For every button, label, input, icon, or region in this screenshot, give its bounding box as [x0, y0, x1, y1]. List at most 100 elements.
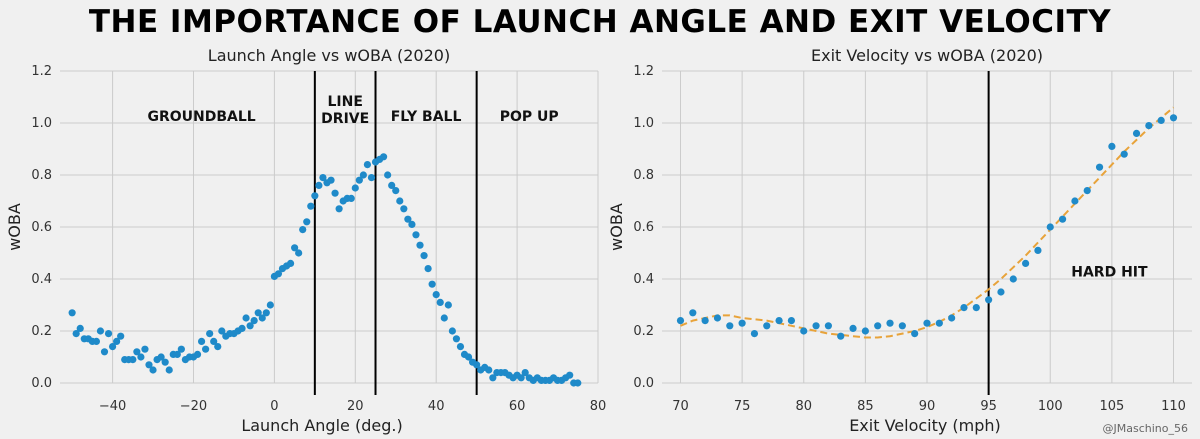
data-point: [262, 309, 270, 317]
data-point: [214, 343, 222, 351]
data-point: [331, 189, 339, 197]
data-point: [1071, 197, 1079, 205]
data-point: [404, 215, 412, 223]
data-point: [242, 314, 250, 322]
data-point: [129, 356, 137, 364]
y-tick-label: 0.6: [31, 220, 52, 235]
data-point: [787, 317, 796, 325]
data-point: [307, 202, 315, 210]
data-point: [274, 270, 283, 278]
data-point: [210, 337, 218, 345]
data-point: [355, 176, 363, 184]
y-tick-label: 0.2: [31, 324, 52, 339]
data-point: [286, 259, 295, 267]
data-point: [420, 252, 428, 260]
x-axis-label: Launch Angle (deg.): [241, 416, 402, 435]
data-point: [701, 317, 709, 325]
y-tick-label: 0.4: [633, 272, 654, 287]
data-point: [113, 337, 121, 345]
data-point: [997, 288, 1005, 296]
data-point: [100, 348, 109, 356]
x-tick-label: 105: [1099, 399, 1124, 414]
data-point: [775, 317, 783, 325]
data-point: [327, 176, 335, 184]
data-point: [351, 184, 359, 192]
data-point: [713, 314, 722, 322]
data-point: [149, 366, 157, 374]
x-tick-label: 20: [347, 399, 364, 414]
data-point: [388, 181, 396, 189]
data-point: [266, 301, 274, 309]
region-label: POP UP: [500, 109, 559, 125]
data-point: [157, 353, 165, 361]
data-point: [566, 371, 574, 379]
y-tick-label: 0.4: [31, 272, 52, 287]
data-point: [849, 324, 857, 332]
y-tick-label: 1.0: [633, 116, 654, 131]
data-point: [1132, 129, 1141, 137]
chart-title: Launch Angle vs wOBA (2020): [208, 46, 450, 65]
data-point: [299, 226, 307, 234]
data-point: [1108, 142, 1116, 150]
data-point: [1157, 116, 1165, 124]
x-tick-label: 90: [919, 399, 936, 414]
y-tick-label: 0.0: [31, 376, 52, 391]
data-point: [428, 280, 436, 288]
x-tick-label: 60: [509, 399, 526, 414]
data-point: [861, 327, 869, 335]
data-point: [1120, 150, 1128, 158]
data-point: [738, 319, 746, 327]
data-point: [295, 249, 303, 257]
x-tick-label: 0: [270, 399, 278, 414]
data-point: [444, 301, 452, 309]
y-tick-label: 1.2: [31, 64, 52, 79]
region-label: DRIVE: [321, 111, 369, 127]
y-tick-label: 0.2: [633, 324, 654, 339]
data-point: [452, 335, 461, 343]
data-point: [396, 197, 404, 205]
data-point: [408, 220, 416, 228]
y-axis-label: wOBA: [607, 203, 626, 251]
region-label: HARD HIT: [1071, 264, 1148, 280]
data-point: [250, 317, 258, 325]
data-point: [824, 322, 832, 330]
data-point: [676, 317, 685, 325]
data-point: [359, 171, 367, 179]
data-point: [380, 153, 388, 161]
data-point: [137, 353, 145, 361]
data-point: [72, 330, 80, 338]
data-point: [335, 205, 343, 213]
data-point: [1145, 122, 1153, 130]
x-axis-label: Exit Velocity (mph): [849, 416, 1001, 435]
data-point: [1022, 259, 1030, 267]
data-point: [206, 330, 214, 338]
data-point: [935, 319, 943, 327]
data-point: [456, 343, 465, 351]
data-point: [1009, 275, 1017, 283]
data-point: [193, 350, 202, 358]
data-point: [68, 309, 76, 317]
data-point: [161, 358, 169, 366]
data-point: [315, 181, 323, 189]
data-point: [238, 324, 246, 332]
data-point: [400, 205, 408, 213]
data-point: [218, 327, 226, 335]
data-point: [303, 218, 311, 226]
x-tick-label: 70: [672, 399, 689, 414]
data-point: [416, 241, 424, 249]
y-axis-label: wOBA: [5, 203, 24, 251]
data-point: [763, 322, 771, 330]
data-point: [254, 309, 262, 317]
data-point: [1169, 114, 1178, 122]
data-point: [311, 192, 319, 200]
data-point: [436, 298, 444, 306]
data-point: [960, 304, 968, 312]
data-point: [1095, 163, 1104, 171]
data-point: [574, 379, 582, 387]
data-point: [319, 174, 327, 182]
data-point: [874, 322, 882, 330]
data-point: [812, 322, 820, 330]
data-point: [1046, 223, 1054, 231]
x-tick-label: 80: [795, 399, 812, 414]
